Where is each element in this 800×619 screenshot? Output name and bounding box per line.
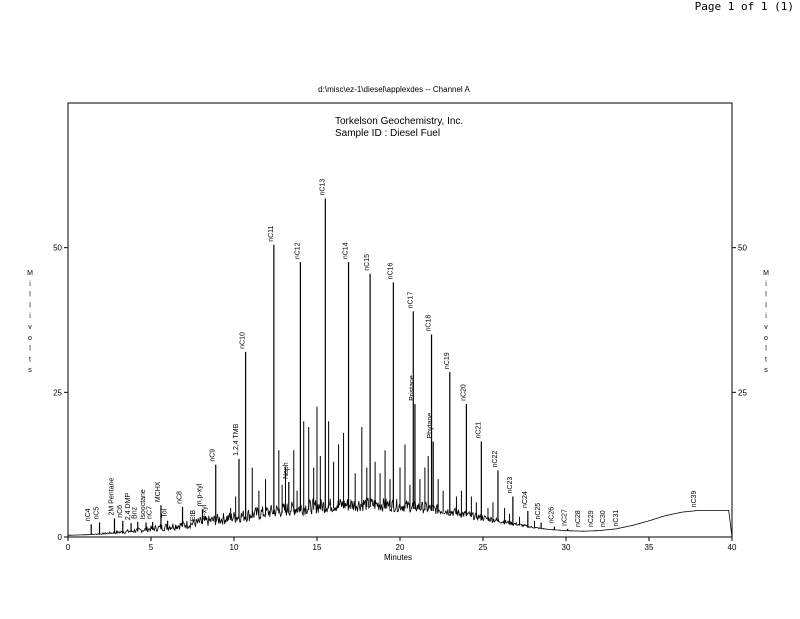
peak-label: o-xyl xyxy=(201,504,208,519)
x-tick-label: 30 xyxy=(562,543,571,552)
y-axis-label-char: i xyxy=(765,281,767,288)
peak-labels: nC4 nC5 2M Pentane nC6 2,4 DMP Bnz Isooctane nC… xyxy=(85,179,698,527)
y-tick-label: 50 xyxy=(53,244,62,253)
y-tick-label: 25 xyxy=(53,388,62,397)
peak-label: nC17 xyxy=(407,291,414,308)
baseline-trace xyxy=(67,497,733,538)
peak-label: nC18 xyxy=(426,315,433,332)
peak-label: Isooctane xyxy=(140,489,147,519)
x-tick-label: 10 xyxy=(230,543,239,552)
peak-label: 2,4 DMP xyxy=(125,493,132,521)
peak-label: nC27 xyxy=(562,509,569,526)
peak-label: nC31 xyxy=(613,510,620,527)
y-axis-label-char: l xyxy=(765,292,767,299)
peak-label: nC7 xyxy=(147,506,154,519)
y-tick-label-right: 25 xyxy=(738,388,747,397)
peak-label: nC14 xyxy=(343,242,350,259)
y-axis-label-char: l xyxy=(29,292,31,299)
y-axis-label-char: l xyxy=(765,346,767,353)
x-tick-label: 20 xyxy=(396,543,405,552)
peak-label: nC23 xyxy=(507,477,514,494)
y-axis-label-char: s xyxy=(28,367,32,374)
y-axis-label-char: v xyxy=(28,324,32,331)
y-axis-label-char: l xyxy=(29,346,31,353)
chart-title: d:\misc\ez-1\diesel\applexdes -- Channel… xyxy=(318,85,470,94)
peak-label: nC16 xyxy=(387,263,394,280)
y-axis-label-char: t xyxy=(765,356,767,363)
y-axis-label-char: v xyxy=(764,324,768,331)
peak-label: nC15 xyxy=(364,254,371,271)
y-axis-label-char: o xyxy=(764,335,768,342)
peak-label: Bnz xyxy=(132,506,139,519)
x-tick-label: 0 xyxy=(66,543,71,552)
y-axis-label-char: l xyxy=(765,302,767,309)
x-tick-label: 15 xyxy=(313,543,322,552)
peak-label: nC25 xyxy=(535,503,542,520)
peak-label: nC6 xyxy=(117,505,124,518)
x-axis-ticks: 0 5 10 15 20 25 30 35 40 xyxy=(66,537,737,552)
x-tick-label: 40 xyxy=(728,543,737,552)
peak-label: nC5 xyxy=(94,507,101,520)
peak-label: nC20 xyxy=(460,384,467,401)
peak-label: Tol xyxy=(162,508,169,517)
y-axis-label-char: i xyxy=(29,313,31,320)
peak-label: 2M Pentane xyxy=(108,478,115,516)
peak-label: nC30 xyxy=(600,510,607,527)
annotation-sample-id: Sample ID : Diesel Fuel xyxy=(335,128,440,139)
peak-label: nC10 xyxy=(240,332,247,349)
y-axis-label-char: s xyxy=(764,367,768,374)
peak-label: nC12 xyxy=(294,242,301,259)
page-number-label: Page 1 of 1 (1) xyxy=(694,0,794,13)
peak-label: Naph xyxy=(283,462,290,479)
y-axis-label-char: i xyxy=(765,313,767,320)
chromatogram-trace xyxy=(67,198,733,538)
peak-label: nC28 xyxy=(575,510,582,527)
peak-label: nC22 xyxy=(492,451,499,468)
peak-label: nC4 xyxy=(85,508,92,521)
peak-label: nC8 xyxy=(177,491,184,504)
peak-label: nC9 xyxy=(210,449,217,462)
x-tick-label: 25 xyxy=(479,543,488,552)
y-tick-label: 0 xyxy=(58,533,63,542)
peak-label: nC11 xyxy=(268,225,275,241)
peak-label: m,p-xyl xyxy=(196,483,203,506)
y-axis-label-char: t xyxy=(29,356,31,363)
x-tick-label: 5 xyxy=(149,543,154,552)
peak-label: nC24 xyxy=(522,491,529,508)
peak-label: Pristane xyxy=(409,375,416,401)
y-axis-label-char: l xyxy=(29,302,31,309)
y-axis-label-char: M xyxy=(27,270,33,277)
y-tick-label-right: 50 xyxy=(738,244,747,253)
annotation-company: Torkelson Geochemistry, Inc. xyxy=(335,116,463,127)
peak-label: nC21 xyxy=(475,422,482,439)
x-axis-label: Minutes xyxy=(384,553,412,562)
peak-label: EtB xyxy=(190,510,197,522)
x-tick-label: 35 xyxy=(645,543,654,552)
y-axis-label-char: o xyxy=(28,335,32,342)
y-axis-label-char: i xyxy=(29,281,31,288)
peak-label: 1,2,4 TMB xyxy=(233,423,240,455)
y-axis-label-char: M xyxy=(763,270,769,277)
y-axis-ticks: 0 25 50 25 50 xyxy=(53,244,747,542)
peak-label: nC19 xyxy=(444,352,451,369)
peak-label: nC39 xyxy=(691,491,698,508)
peak-label: MCHX xyxy=(155,481,162,502)
peak-label: Phytane xyxy=(427,413,434,439)
peak-label: nC13 xyxy=(319,179,326,196)
peak-label: nC26 xyxy=(548,507,555,524)
peak-label: nC29 xyxy=(588,510,595,527)
